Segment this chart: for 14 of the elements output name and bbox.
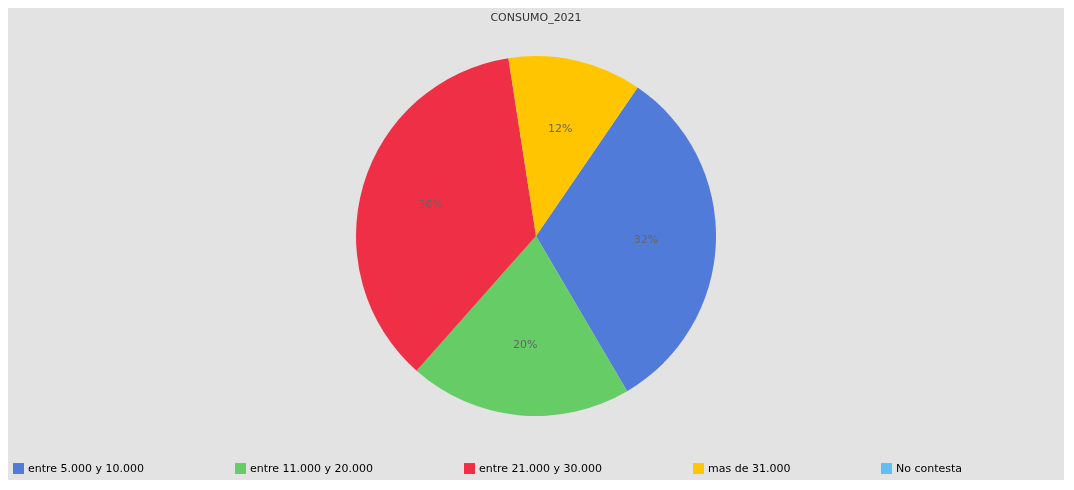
pie-slice (536, 87, 716, 392)
chart-title: CONSUMO_2021 (490, 11, 582, 24)
data-label: 12% (548, 121, 573, 135)
pie-slice (416, 236, 628, 416)
data-label: 36% (418, 197, 443, 211)
legend-label: entre 5.000 y 10.000 (28, 461, 145, 475)
legend-label: mas de 31.000 (708, 461, 791, 475)
pie-slice (508, 56, 638, 236)
legend-label: No contesta (896, 461, 963, 475)
legend-label: entre 11.000 y 20.000 (250, 461, 374, 475)
data-label: 20% (513, 338, 538, 352)
data-label: 32% (633, 232, 659, 246)
legend-label: entre 21.000 y 30.000 (479, 461, 603, 475)
pie-slice (356, 58, 536, 371)
